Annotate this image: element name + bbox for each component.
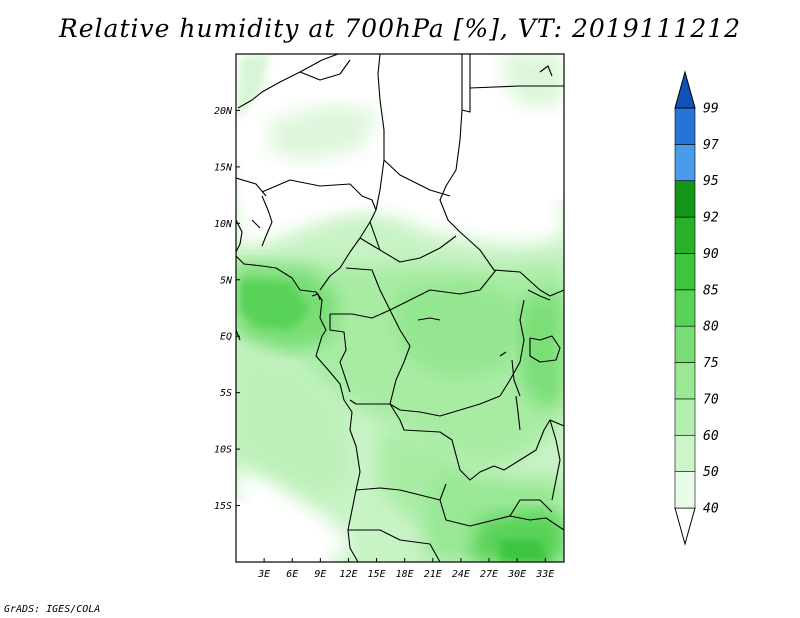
colorbar-segment (674, 289, 696, 327)
colorbar-segment (674, 144, 696, 182)
colorbar-label: 40 (703, 502, 719, 517)
lon-label: 24E (452, 569, 470, 580)
colorbar-label: 70 (703, 392, 719, 407)
colorbar-segment (674, 434, 696, 472)
lat-label: 15N (214, 162, 233, 173)
colorbar-segment (674, 362, 696, 400)
longitude-axis: 3E 6E 9E 12E 15E 18E 21E 24E 27E 30E 33E (257, 558, 554, 580)
colorbar-segment (674, 325, 696, 363)
colorbar-label: 50 (703, 465, 719, 480)
lat-label: 10N (214, 219, 233, 230)
lon-label: 9E (314, 569, 326, 580)
country-borders (236, 54, 564, 562)
lon-label: 3E (257, 569, 270, 580)
colorbar-segment (674, 107, 696, 145)
colorbar-segment (674, 471, 696, 509)
colorbar-segment (674, 253, 696, 291)
colorbar-label: 99 (703, 102, 719, 117)
lon-label: 30E (507, 569, 526, 580)
colorbar-segment (674, 180, 696, 218)
colorbar-label: 90 (703, 247, 719, 262)
lat-label: EQ (220, 332, 232, 343)
lat-label: 5S (220, 388, 232, 399)
lon-label: 6E (286, 569, 298, 580)
colorbar-segment (674, 216, 696, 254)
lon-label: 18E (396, 569, 414, 580)
lon-label: 27E (480, 569, 498, 580)
lat-label: 15S (214, 501, 232, 512)
latitude-axis: 20N 15N 10N 5N EQ 5S 10S 15S (214, 106, 240, 512)
grads-credit: GrADS: IGES/COLA (4, 604, 101, 615)
colorbar-label: 92 (703, 211, 719, 226)
map-title: Relative humidity at 700hPa [%], VT: 201… (58, 14, 742, 43)
colorbar: 40 50 60 70 75 80 85 90 92 95 97 99 (674, 70, 719, 546)
lon-label: 15E (368, 569, 386, 580)
plot-frame (235, 53, 565, 563)
colorbar-label: 85 (703, 283, 719, 298)
humidity-field (236, 54, 564, 562)
colorbar-label: 97 (703, 138, 719, 153)
lat-label: 20N (214, 106, 233, 117)
colorbar-lower-triangle (674, 507, 696, 546)
colorbar-label: 80 (703, 320, 719, 335)
colorbar-label: 95 (703, 174, 719, 189)
colorbar-label: 75 (703, 356, 719, 371)
lon-label: 21E (424, 569, 442, 580)
colorbar-label: 60 (703, 429, 719, 444)
colorbar-upper-triangle (674, 70, 696, 109)
lon-label: 33E (535, 569, 554, 580)
lon-label: 12E (339, 569, 357, 580)
colorbar-segment (674, 398, 696, 436)
lat-label: 10S (214, 445, 232, 456)
lat-label: 5N (220, 275, 233, 286)
